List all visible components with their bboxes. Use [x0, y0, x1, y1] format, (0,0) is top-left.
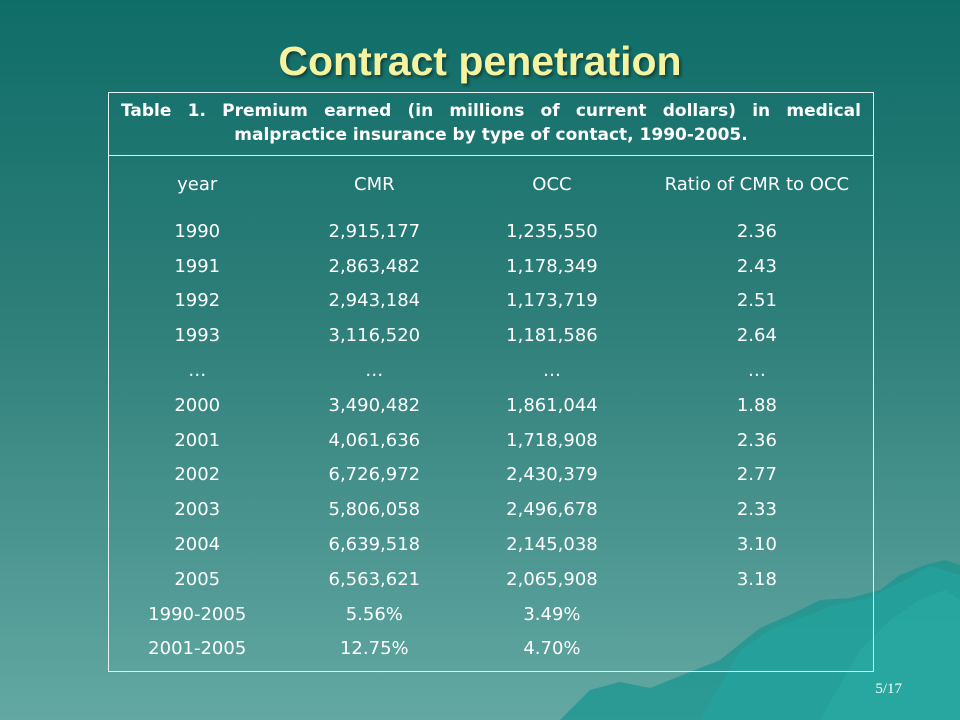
cell-occ-growth: 3.49%	[523, 603, 581, 625]
cell-year: …	[188, 360, 207, 382]
cell-cmr: …	[365, 360, 384, 382]
cell-cmr: 5,806,058	[328, 499, 421, 521]
table-row-ellipsis: … … … …	[109, 353, 873, 388]
cell-cmr: 2,863,482	[328, 255, 421, 277]
cell-ratio: 2.36	[736, 220, 777, 242]
table-row: 2000 3,490,482 1,861,044 1.88	[109, 388, 873, 423]
cell-cmr: 4,061,636	[328, 429, 421, 451]
cell-year: 2004	[174, 534, 221, 556]
cell-empty	[641, 632, 873, 667]
cell-cmr-growth: 5.56%	[345, 603, 403, 625]
cell-year: 1992	[174, 290, 221, 312]
cell-ratio: …	[747, 360, 766, 382]
cell-year: 1990	[174, 220, 221, 242]
cell-year: 2002	[174, 464, 221, 486]
cell-occ: 2,145,038	[506, 534, 598, 556]
data-table: year CMR OCC Ratio of CMR to OCC 1990 2,…	[109, 156, 873, 666]
cell-occ: 2,496,678	[506, 499, 598, 521]
table-row: 2002 6,726,972 2,430,379 2.77	[109, 458, 873, 493]
cell-cmr: 2,943,184	[328, 290, 421, 312]
table-row: 2003 5,806,058 2,496,678 2.33	[109, 492, 873, 527]
table-caption: Table 1. Premium earned (in millions of …	[109, 93, 873, 156]
header-occ: OCC	[532, 174, 572, 195]
cell-occ: 1,178,349	[506, 255, 598, 277]
cell-ratio: 3.10	[736, 534, 777, 556]
cell-ratio: 2.77	[736, 464, 777, 486]
header-cmr: CMR	[354, 174, 395, 195]
cell-occ-growth: 4.70%	[523, 638, 581, 660]
cell-cmr-growth: 12.75%	[339, 638, 409, 660]
cell-period: 2001-2005	[148, 638, 247, 660]
cell-ratio: 3.18	[736, 568, 777, 590]
table-row: 1990 2,915,177 1,235,550 2.36	[109, 214, 873, 249]
cell-occ: 1,173,719	[506, 290, 598, 312]
premium-table: Table 1. Premium earned (in millions of …	[108, 92, 874, 672]
cell-occ: 2,430,379	[506, 464, 598, 486]
cell-year: 2001	[174, 429, 221, 451]
table-row-growth: 1990-2005 5.56% 3.49%	[109, 597, 873, 632]
cell-ratio: 2.43	[736, 255, 777, 277]
cell-year: 2000	[174, 394, 221, 416]
table-row: 2004 6,639,518 2,145,038 3.10	[109, 527, 873, 562]
table-row: 1991 2,863,482 1,178,349 2.43	[109, 249, 873, 284]
cell-empty	[641, 597, 873, 632]
cell-occ: 2,065,908	[506, 568, 598, 590]
cell-cmr: 6,639,518	[328, 534, 421, 556]
cell-ratio: 2.64	[736, 325, 777, 347]
cell-year: 2005	[174, 568, 221, 590]
cell-cmr: 2,915,177	[328, 220, 421, 242]
cell-occ: 1,181,586	[506, 325, 598, 347]
table-row: 2001 4,061,636 1,718,908 2.36	[109, 423, 873, 458]
cell-year: 1991	[174, 255, 221, 277]
cell-year: 1993	[174, 325, 221, 347]
cell-ratio: 2.51	[736, 290, 777, 312]
slide-title: Contract penetration	[278, 38, 682, 84]
cell-occ: 1,235,550	[506, 220, 598, 242]
table-row-growth: 2001-2005 12.75% 4.70%	[109, 632, 873, 667]
page-number: 5/17	[875, 681, 902, 697]
header-ratio: Ratio of CMR to OCC	[664, 174, 850, 195]
cell-year: 2003	[174, 499, 221, 521]
table-row: 1993 3,116,520 1,181,586 2.64	[109, 318, 873, 353]
cell-cmr: 6,563,621	[328, 568, 421, 590]
cell-occ: 1,718,908	[506, 429, 598, 451]
cell-cmr: 3,490,482	[328, 394, 421, 416]
cell-ratio: 1.88	[736, 394, 777, 416]
header-year: year	[177, 174, 218, 195]
cell-occ: 1,861,044	[506, 394, 598, 416]
table-row: 1992 2,943,184 1,173,719 2.51	[109, 284, 873, 319]
cell-cmr: 6,726,972	[328, 464, 421, 486]
cell-cmr: 3,116,520	[328, 325, 421, 347]
cell-occ: …	[542, 360, 561, 382]
header-row: year CMR OCC Ratio of CMR to OCC	[109, 156, 873, 214]
cell-ratio: 2.33	[736, 499, 777, 521]
cell-ratio: 2.36	[736, 429, 777, 451]
cell-period: 1990-2005	[148, 603, 247, 625]
table-row: 2005 6,563,621 2,065,908 3.18	[109, 562, 873, 597]
